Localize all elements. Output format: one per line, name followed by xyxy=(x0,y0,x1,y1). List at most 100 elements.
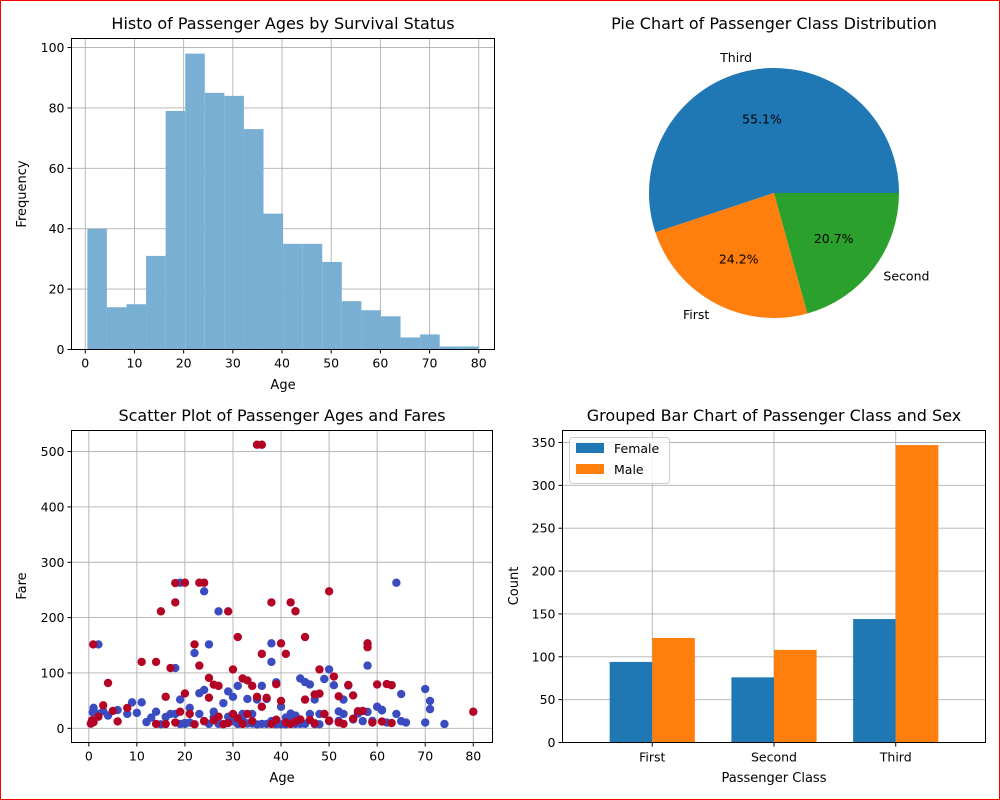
scatter-point xyxy=(89,703,98,713)
scatter-point xyxy=(171,718,180,727)
scatter-point xyxy=(185,709,194,719)
histogram-title: Histo of Passenger Ages by Survival Stat… xyxy=(111,14,454,33)
scatter-point xyxy=(195,661,204,670)
scatter-point xyxy=(262,693,271,703)
scatter-point xyxy=(233,681,242,691)
scatter-point xyxy=(358,716,367,726)
histogram-bar xyxy=(400,337,421,350)
grouped-bar-panel: First Second Third 0 50 100 150 200 250 300 350 F… xyxy=(507,406,986,786)
scatter-point xyxy=(214,681,223,691)
grouped-bar-female xyxy=(731,677,774,743)
histogram-xtick-label: 40 xyxy=(274,356,290,371)
grouped-bar-xtick-label: Second xyxy=(751,750,797,765)
scatter-point xyxy=(305,709,315,719)
scatter-point xyxy=(156,607,166,616)
scatter-point xyxy=(151,707,161,716)
scatter-point xyxy=(171,598,180,607)
histogram-xtick-label: 70 xyxy=(422,356,438,371)
scatter-ytick-label: 400 xyxy=(41,499,65,514)
scatter-point xyxy=(204,640,214,649)
scatter-point xyxy=(89,640,98,649)
pie-panel: Third 55.1% First 24.2% Second 20.7% Pie Char… xyxy=(611,14,937,322)
scatter-point xyxy=(387,718,396,728)
scatter-point xyxy=(315,689,324,698)
scatter-xtick-label: 70 xyxy=(417,749,433,764)
grouped-bar-female xyxy=(609,661,653,743)
scatter-point xyxy=(320,709,329,719)
scatter-point xyxy=(199,587,209,596)
histogram-xtick-label: 10 xyxy=(127,356,143,371)
scatter-ytick-label: 300 xyxy=(41,555,65,570)
histogram-ytick-label: 60 xyxy=(49,161,65,176)
scatter-point xyxy=(248,681,257,691)
scatter-point xyxy=(228,665,238,674)
histogram-ytick-label: 40 xyxy=(49,221,65,236)
grouped-bar-ytick-label: 50 xyxy=(540,692,556,707)
pie-slice-second xyxy=(774,193,899,314)
scatter-point xyxy=(324,716,334,725)
scatter-point xyxy=(180,578,190,587)
scatter-point xyxy=(372,680,382,689)
pie-slice-third xyxy=(649,68,899,233)
scatter-point xyxy=(248,716,257,726)
histogram-xtick-label: 60 xyxy=(372,356,388,371)
scatter-point xyxy=(281,718,291,727)
histogram-xtick-label: 0 xyxy=(81,356,89,371)
scatter-point xyxy=(339,719,348,729)
scatter-point xyxy=(195,709,204,719)
grouped-bar-ytick-label: 100 xyxy=(532,649,556,664)
scatter-point xyxy=(175,695,185,704)
scatter-xtick-label: 20 xyxy=(177,749,193,764)
scatter-point xyxy=(329,681,339,690)
scatter-xtick-label: 30 xyxy=(225,749,241,764)
pie-percent-first: 24.2% xyxy=(719,252,759,267)
grouped-bar-female xyxy=(853,619,896,743)
scatter-point xyxy=(103,678,113,688)
histogram-bar xyxy=(185,53,205,350)
scatter-xtick-label: 80 xyxy=(465,749,481,764)
scatter-point xyxy=(320,674,329,684)
legend-swatch-male xyxy=(576,464,604,474)
histogram-bar xyxy=(361,310,381,350)
scatter-point xyxy=(223,718,233,728)
scatter-point xyxy=(392,709,401,719)
scatter-point xyxy=(233,632,242,642)
scatter-point xyxy=(257,440,267,449)
scatter-point xyxy=(396,689,406,699)
scatter-point xyxy=(377,717,387,726)
scatter-point xyxy=(267,657,276,667)
grouped-bar-ytick-label: 150 xyxy=(532,606,556,621)
scatter-point xyxy=(161,719,170,729)
scatter-axes-frame xyxy=(71,430,493,743)
pie-percent-second: 20.7% xyxy=(814,231,854,246)
scatter-point xyxy=(469,707,478,716)
histogram-bar xyxy=(263,213,284,350)
scatter-point xyxy=(137,698,146,707)
scatter-point xyxy=(300,632,310,642)
scatter-point xyxy=(151,657,161,667)
grouped-bar-xtick-label: Third xyxy=(879,750,912,765)
pie-slice-first xyxy=(655,193,808,318)
scatter-point xyxy=(421,718,430,727)
scatter-point xyxy=(123,703,132,713)
scatter-xtick-label: 50 xyxy=(321,749,337,764)
scatter-xlabel: Age xyxy=(269,771,294,786)
histogram-bar xyxy=(420,334,440,350)
pie-title: Pie Chart of Passenger Class Distributio… xyxy=(611,14,937,33)
scatter-point xyxy=(132,708,142,718)
histogram-ytick-label: 100 xyxy=(41,40,65,55)
scatter-point xyxy=(267,598,276,607)
histogram-xtick-label: 80 xyxy=(471,356,487,371)
pie-percent-third: 55.1% xyxy=(742,111,782,126)
grouped-bar-title: Grouped Bar Chart of Passenger Class and… xyxy=(587,406,961,425)
scatter-point xyxy=(190,648,199,658)
scatter-point xyxy=(238,719,247,729)
scatter-point xyxy=(199,685,209,695)
scatter-point xyxy=(291,607,300,616)
scatter-point xyxy=(267,719,276,729)
histogram-panel: 0 10 20 30 40 50 60 70 80 0 20 40 60 80 100 Histo of … xyxy=(15,14,495,393)
histogram-ytick-label: 20 xyxy=(49,282,65,297)
histogram-xlabel: Age xyxy=(270,378,295,393)
scatter-point xyxy=(440,719,449,729)
